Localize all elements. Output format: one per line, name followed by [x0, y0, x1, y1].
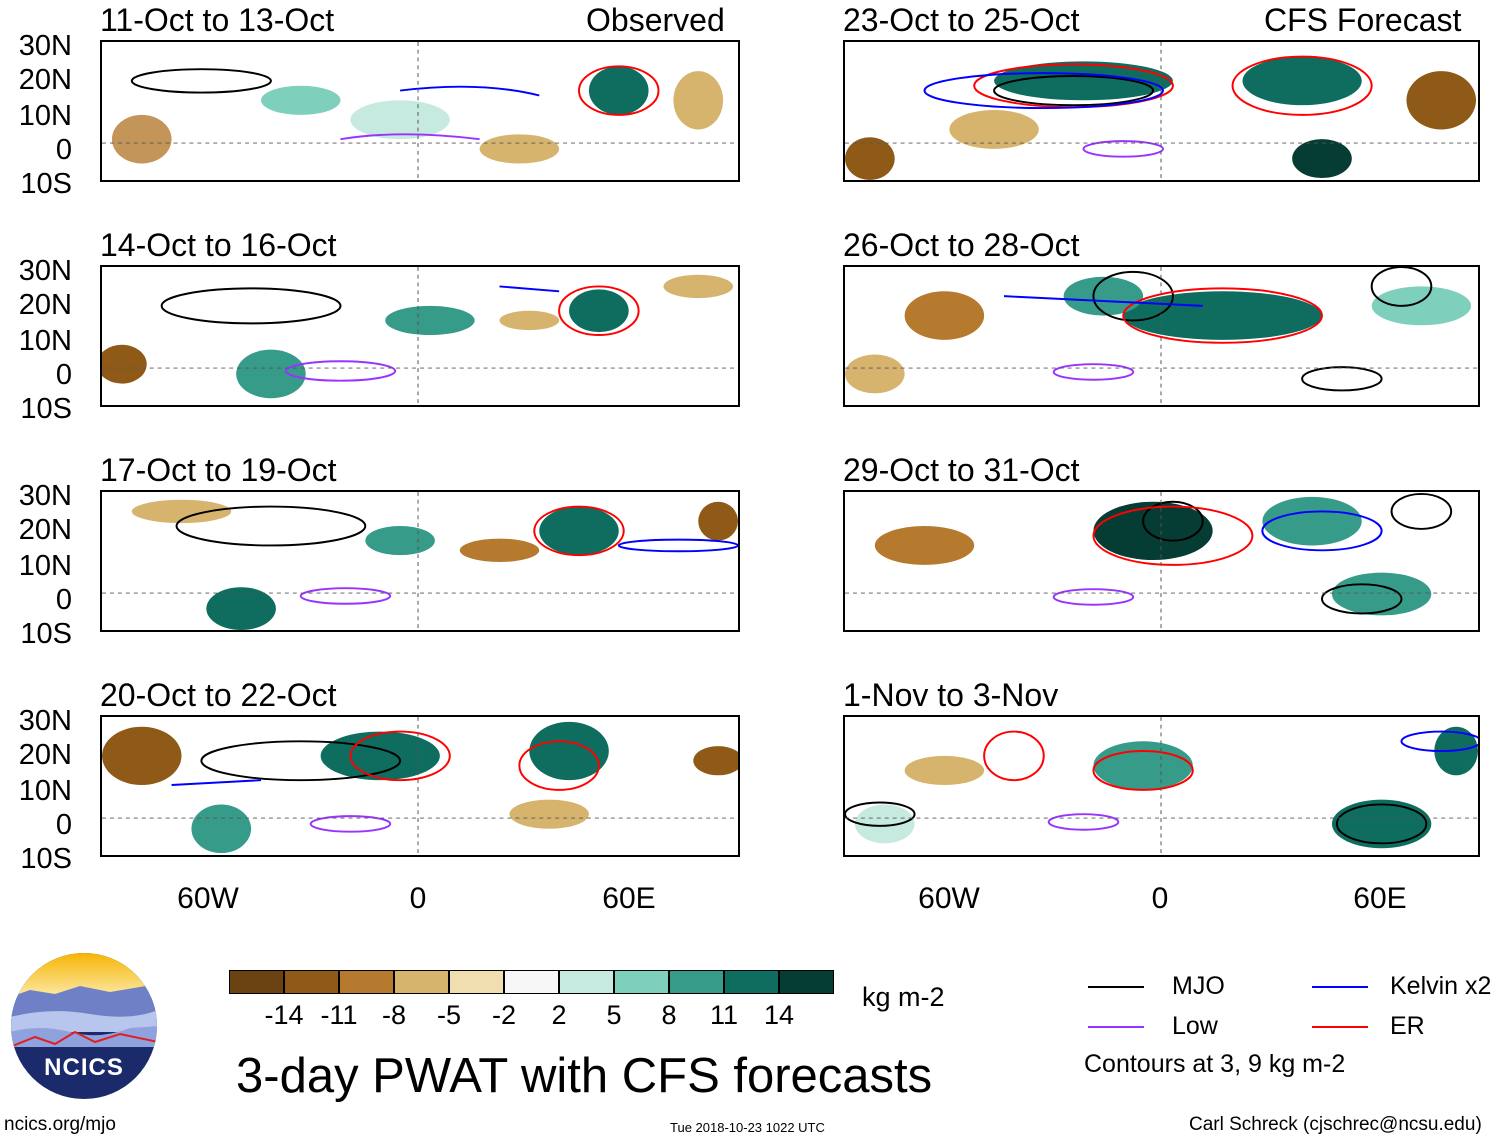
panel-tag-observed: Observed [586, 2, 725, 38]
panel-title-5: 23-Oct to 25-Oct [843, 2, 1080, 38]
lat-label: 0 [55, 359, 72, 391]
map-panel-7 [843, 490, 1480, 632]
map-panel-6 [843, 265, 1480, 407]
legend-low-label: Low [1172, 1012, 1218, 1040]
colorbar-swatch [394, 970, 449, 994]
lat-label: 10S [20, 618, 72, 650]
map-panel-1 [100, 40, 740, 182]
legend-mjo-line [1088, 986, 1144, 988]
lat-label: 20N [18, 514, 72, 546]
legend-kelvin-label: Kelvin x2 [1390, 972, 1492, 1000]
lon-label-60e-right: 60E [1353, 882, 1407, 915]
lon-label-60e-left: 60E [602, 882, 656, 915]
colorbar-tick-label: -5 [436, 1000, 461, 1030]
map-panel-5 [843, 40, 1480, 182]
panel-title-1: 11-Oct to 13-Oct [100, 2, 335, 38]
logo-text: NCICS [44, 1054, 124, 1081]
lat-label: 30N [18, 255, 72, 287]
panel-title-3: 17-Oct to 19-Oct [100, 452, 337, 488]
lat-label: 20N [18, 64, 72, 96]
lat-label: 20N [18, 289, 72, 321]
legend-contour-note: Contours at 3, 9 kg m-2 [1084, 1050, 1346, 1078]
panel-tag-cfs-forecast: CFS Forecast [1264, 2, 1462, 38]
main-title: 3-day PWAT with CFS forecasts [236, 1049, 933, 1103]
colorbar-tick-label: -11 [320, 1000, 358, 1030]
colorbar-swatch [284, 970, 339, 994]
lat-label: 10S [20, 168, 72, 200]
colorbar-tick-label: 14 [763, 1000, 795, 1030]
panel-title-2: 14-Oct to 16-Oct [100, 227, 337, 263]
panel-title-6: 26-Oct to 28-Oct [843, 227, 1080, 263]
colorbar-units: kg m-2 [862, 982, 945, 1012]
lat-label: 10N [18, 775, 72, 807]
lat-label: 10N [18, 325, 72, 357]
legend-mjo-label: MJO [1172, 972, 1225, 1000]
colorbar-swatch [779, 970, 834, 994]
colorbar-swatch [449, 970, 504, 994]
map-panel-4 [100, 715, 740, 857]
colorbar-tick-label: -14 [264, 1000, 304, 1030]
lat-label: 0 [55, 809, 72, 841]
lon-label-0-right: 0 [1151, 882, 1169, 915]
map-panel-3 [100, 490, 740, 632]
lat-label: 30N [18, 480, 72, 512]
lat-label: 30N [18, 30, 72, 62]
legend-kelvin-line [1312, 986, 1368, 988]
colorbar-swatch [229, 970, 284, 994]
panel-title-7: 29-Oct to 31-Oct [843, 452, 1080, 488]
colorbar-swatch [724, 970, 779, 994]
lat-label: 0 [55, 134, 72, 166]
ncics-logo: NCICS [10, 952, 158, 1100]
colorbar-tick-label: 11 [709, 1000, 739, 1030]
panel-title-4: 20-Oct to 22-Oct [100, 677, 337, 713]
lat-label: 30N [18, 705, 72, 737]
footer-credit: Carl Schreck (cjschrec@ncsu.edu) [1189, 1114, 1482, 1135]
colorbar-tick-label: 8 [661, 1000, 677, 1030]
colorbar-tick-label: -2 [491, 1000, 516, 1030]
lat-label: 10N [18, 550, 72, 582]
footer-timestamp: Tue 2018-10-23 1022 UTC [670, 1120, 825, 1135]
lat-label: 10S [20, 843, 72, 875]
lat-label: 0 [55, 584, 72, 616]
colorbar-swatch [559, 970, 614, 994]
lat-label: 10N [18, 100, 72, 132]
lon-label-60w-right: 60W [918, 882, 980, 915]
colorbar-swatch [504, 970, 559, 994]
lat-label: 10S [20, 393, 72, 425]
lat-label: 20N [18, 739, 72, 771]
legend-er-line [1312, 1026, 1368, 1028]
colorbar-swatch [669, 970, 724, 994]
colorbar-tick-label: 5 [606, 1000, 622, 1030]
panel-title-8: 1-Nov to 3-Nov [843, 677, 1059, 713]
colorbar-swatch [614, 970, 669, 994]
lon-label-60w-left: 60W [177, 882, 239, 915]
colorbar-tick-label: -8 [381, 1000, 406, 1030]
footer-url[interactable]: ncics.org/mjo [4, 1114, 116, 1135]
map-panel-2 [100, 265, 740, 407]
map-panel-8 [843, 715, 1480, 857]
legend-low-line [1088, 1026, 1144, 1028]
colorbar-tick-label: 2 [551, 1000, 567, 1030]
lon-label-0-left: 0 [409, 882, 427, 915]
legend-er-label: ER [1390, 1012, 1425, 1040]
colorbar-swatch [339, 970, 394, 994]
